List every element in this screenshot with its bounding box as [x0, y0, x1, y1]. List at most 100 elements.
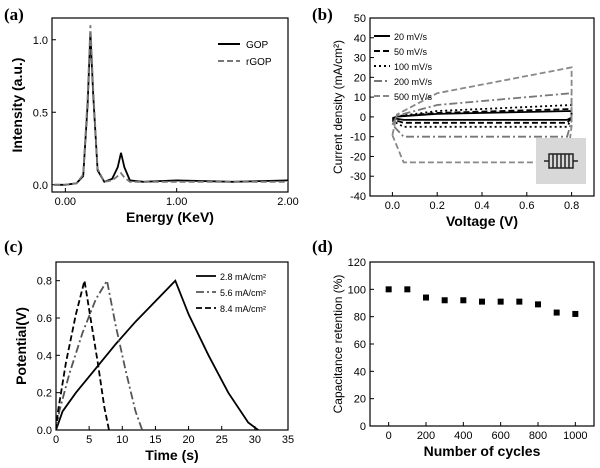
- x-tick-label-a: 2.00: [277, 196, 298, 208]
- y-tick-label-c: 0.8: [37, 276, 52, 288]
- y-tick-label-b: 20: [354, 72, 366, 84]
- panel-label-c: (c): [4, 237, 23, 256]
- legend-label-b: 200 mV/s: [394, 77, 433, 87]
- y-tick-label-b: 40: [354, 33, 366, 45]
- x-axis-title-d: Number of cycles: [424, 443, 541, 459]
- legend-label-c: 8.4 mA/cm²: [220, 304, 266, 314]
- data-point: [572, 310, 579, 317]
- x-tick-label-c: 10: [116, 434, 128, 446]
- chart-a: 0.00 1.00 2.00 0.0 0.5 1.0 Energy (KeV) Intensi…: [9, 17, 299, 225]
- panel-label-a: (a): [4, 5, 24, 24]
- y-tick-label-c: 0.2: [37, 388, 52, 400]
- x-tick-label-c: 0: [53, 434, 59, 446]
- data-point: [460, 297, 467, 304]
- x-tick-label-a: 1.00: [166, 196, 187, 208]
- data-point: [497, 298, 504, 305]
- legend-label-b: 500 mV/s: [394, 92, 433, 102]
- x-tick-label-b: 0.2: [430, 200, 445, 212]
- data-point: [479, 298, 485, 305]
- panel-label-d: (d): [312, 237, 333, 256]
- x-tick-label-c: 15: [149, 434, 161, 446]
- data-point: [404, 286, 411, 293]
- data-point: [535, 301, 541, 308]
- y-tick-label-d: 120: [348, 257, 366, 269]
- x-tick-label-b: 0.6: [519, 200, 534, 212]
- y-tick-label-b: 50: [354, 13, 366, 25]
- chart-d: 0 200 400 600 800 1000 0 20 40 60 80 100 120 Number o…: [331, 257, 595, 459]
- plot-area-d: [385, 286, 579, 317]
- y-tick-label-a: 0.0: [33, 180, 48, 192]
- y-axis-title-d: Capacitance retention (%): [331, 275, 345, 414]
- y-tick-label-b: -20: [350, 151, 366, 163]
- device-electrode-icon: [544, 153, 578, 169]
- x-tick-label-b: 0.4: [474, 200, 489, 212]
- plot-frame-d: [369, 261, 595, 427]
- series-line-b-2: [391, 104, 573, 128]
- y-tick-label-b: -40: [350, 191, 366, 203]
- data-point: [423, 294, 429, 301]
- panel-label-b: (b): [312, 5, 333, 24]
- series-line-b-4: [391, 66, 573, 164]
- series-line-a-1: [54, 25, 288, 186]
- x-tick-label-c: 35: [282, 434, 294, 446]
- y-tick-label-d: 60: [354, 339, 366, 351]
- y-tick-label-c: 0.4: [37, 350, 52, 362]
- x-tick-label-b: 0.0: [385, 200, 400, 212]
- legend-label-c: 5.6 mA/cm²: [220, 288, 266, 298]
- y-axis-title-c: Potential(V): [13, 307, 29, 385]
- legend-label-a: rGOP: [246, 57, 272, 68]
- x-axis-title-a: Energy (KeV): [126, 209, 214, 225]
- x-tick-label-d: 0: [386, 430, 392, 442]
- plot-frame-b: [369, 17, 595, 197]
- series-line-c-0: [56, 279, 259, 430]
- plot-area-b: [391, 66, 573, 164]
- y-tick-label-a: 1.0: [33, 35, 48, 47]
- legend-label-c: 2.8 mA/cm²: [220, 272, 266, 282]
- x-tick-label-d: 200: [417, 430, 435, 442]
- x-tick-label-d: 800: [529, 430, 547, 442]
- y-tick-label-c: 0.6: [37, 313, 52, 325]
- x-tick-label-c: 25: [216, 434, 228, 446]
- x-tick-label-d: 600: [491, 430, 509, 442]
- x-tick-label-c: 20: [182, 434, 194, 446]
- y-axis-title-b: Current density (mA/cm²): [331, 40, 345, 174]
- y-tick-label-b: 10: [354, 92, 366, 104]
- x-tick-label-d: 1000: [563, 430, 587, 442]
- x-tick-label-d: 400: [454, 430, 472, 442]
- y-tick-label-a: 0.5: [33, 107, 48, 119]
- series-line-b-3: [391, 92, 573, 138]
- x-axis-title-c: Time (s): [145, 447, 198, 463]
- x-tick-label-c: 5: [86, 434, 92, 446]
- y-tick-label-d: 20: [354, 394, 366, 406]
- y-tick-label-d: 0: [360, 421, 366, 433]
- plot-area-c: [56, 278, 259, 430]
- x-tick-label-b: 0.8: [564, 200, 579, 212]
- y-tick-label-d: 80: [354, 312, 366, 324]
- chart-c: 0 5 10 15 20 25 30 35 0.0 0.2 0.4 0.6 0.8 Time (s) Pot…: [13, 261, 294, 463]
- y-tick-label-b: 0: [360, 112, 366, 124]
- series-line-c-2: [56, 280, 110, 430]
- legend-label-a: GOP: [246, 40, 269, 51]
- y-tick-label-b: 30: [354, 53, 366, 65]
- y-tick-label-d: 40: [354, 366, 366, 378]
- series-line-c-1: [56, 278, 144, 430]
- data-point: [553, 309, 560, 316]
- chart-b: 0.0 0.2 0.4 0.6 0.8 -40 -30 -20 -10 0 10 20 30 40 50 Vo…: [331, 13, 595, 229]
- data-point: [516, 298, 523, 305]
- y-tick-label-c: 0.0: [37, 425, 52, 437]
- legend-label-b: 50 mV/s: [394, 47, 428, 57]
- y-axis-title-a: Intensity (a.u.): [9, 58, 25, 153]
- x-axis-title-b: Voltage (V): [446, 213, 518, 229]
- y-tick-label-b: -10: [350, 132, 366, 144]
- x-tick-label-a: 0.00: [55, 196, 76, 208]
- data-point: [441, 297, 448, 304]
- legend-label-b: 100 mV/s: [394, 62, 433, 72]
- x-tick-label-c: 30: [249, 434, 261, 446]
- data-point: [385, 286, 392, 293]
- legend-label-b: 20 mV/s: [394, 32, 428, 42]
- plot-area-a: [54, 25, 288, 186]
- y-tick-label-b: -30: [350, 171, 366, 183]
- y-tick-label-d: 100: [348, 284, 366, 296]
